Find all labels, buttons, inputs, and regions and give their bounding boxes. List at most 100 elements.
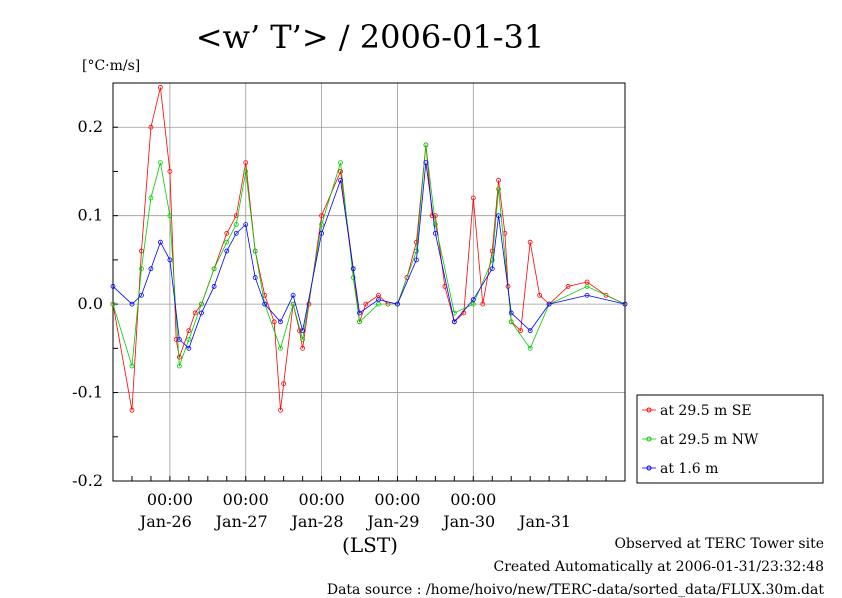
data-point: [508, 310, 514, 316]
series-2: [110, 160, 628, 351]
data-point: [537, 292, 543, 298]
y-tick-label: 0.1: [78, 206, 103, 225]
data-point: [489, 266, 495, 272]
legend: at 29.5 m SE at 29.5 m NW at 1.6 m: [636, 394, 824, 484]
date-tick-label: Jan-27: [214, 512, 268, 531]
data-point: [148, 124, 154, 130]
data-point: [350, 266, 356, 272]
data-point: [110, 284, 116, 289]
date-tick-label: Jan-30: [441, 512, 495, 531]
data-point: [414, 248, 419, 254]
date-tick-label: Jan-29: [365, 512, 419, 531]
data-point: [211, 266, 217, 272]
data-point: [278, 345, 283, 351]
data-point: [357, 319, 362, 325]
series-0: [110, 85, 628, 413]
data-point: [319, 222, 324, 227]
data-point: [176, 354, 182, 360]
data-point: [290, 292, 296, 298]
data-point: [300, 328, 306, 334]
data-point: [186, 345, 192, 351]
data-point: [199, 301, 204, 307]
date-tick-label: Jan-28: [290, 512, 344, 531]
y-ticks: -0.2 -0.1 0.0 0.1 0.2: [72, 117, 103, 490]
data-point: [271, 319, 277, 325]
data-point: [584, 284, 590, 289]
data-point: [622, 301, 628, 307]
data-point: [518, 328, 524, 334]
data-point: [432, 230, 438, 236]
data-point: [243, 222, 249, 227]
data-point: [496, 177, 501, 183]
legend-label: at 1.6 m: [660, 461, 718, 477]
legend-box: [636, 394, 824, 484]
data-point: [252, 275, 258, 280]
data-point: [508, 319, 514, 325]
data-point: [110, 301, 116, 307]
data-point: [350, 275, 356, 280]
grid: [112, 82, 626, 482]
data-point: [423, 142, 429, 148]
y-tick-label: -0.2: [72, 471, 103, 490]
data-point: [489, 257, 495, 263]
data-point: [584, 292, 590, 298]
data-point: [167, 257, 173, 263]
data-point: [186, 328, 192, 334]
series-line: [112, 87, 626, 411]
data-point: [527, 239, 533, 245]
data-point: [584, 279, 590, 285]
data-point: [199, 310, 204, 316]
created-note: Created Automatically at 2006-01-31/23:3…: [493, 559, 824, 575]
data-point: [281, 381, 287, 387]
time-tick-label: 00:00: [223, 490, 269, 509]
data-point: [470, 301, 476, 307]
data-point: [300, 337, 306, 342]
date-tick-label: Jan-31: [517, 512, 571, 531]
series-layer: [110, 85, 628, 413]
data-point: [338, 169, 343, 174]
time-tick-label: 00:00: [147, 490, 193, 509]
data-point: [173, 337, 179, 342]
data-point: [363, 301, 369, 307]
legend-label: at 29.5 m SE: [660, 403, 752, 419]
legend-swatch-marker: [646, 436, 652, 442]
data-point: [395, 301, 400, 307]
data-point: [176, 363, 182, 369]
data-point: [192, 310, 198, 316]
data-point: [148, 266, 154, 272]
data-point: [496, 213, 501, 219]
legend-swatch-marker: [646, 407, 652, 413]
legend-swatch-marker: [646, 465, 652, 471]
series-1: [110, 142, 628, 369]
data-point: [470, 297, 476, 303]
data-point: [158, 239, 163, 245]
data-point: [139, 266, 144, 272]
data-point: [129, 407, 135, 413]
time-tick-label: 00:00: [299, 490, 345, 509]
data-point: [158, 160, 163, 166]
data-point: [233, 222, 239, 227]
data-point: [167, 213, 173, 219]
data-point: [129, 301, 135, 307]
time-tick-label: 00:00: [450, 490, 496, 509]
data-point: [139, 292, 144, 298]
time-tick-label: 00:00: [374, 490, 420, 509]
data-point: [319, 213, 324, 219]
data-point: [233, 230, 239, 236]
data-point: [527, 328, 533, 334]
data-point: [211, 284, 217, 289]
series-line: [112, 144, 626, 367]
data-point: [252, 248, 258, 254]
data-point: [319, 230, 324, 236]
y-tick-label: 0.0: [78, 294, 103, 313]
data-point: [186, 337, 192, 342]
date-tick-label: Jan-26: [138, 512, 192, 531]
data-point: [432, 222, 438, 227]
data-point: [129, 363, 135, 369]
source-note: Data source : /home/hoivo/new/TERC-data/…: [326, 582, 824, 598]
data-point: [338, 160, 343, 166]
data-point: [470, 195, 476, 201]
data-point: [496, 186, 501, 192]
data-point: [300, 345, 306, 351]
